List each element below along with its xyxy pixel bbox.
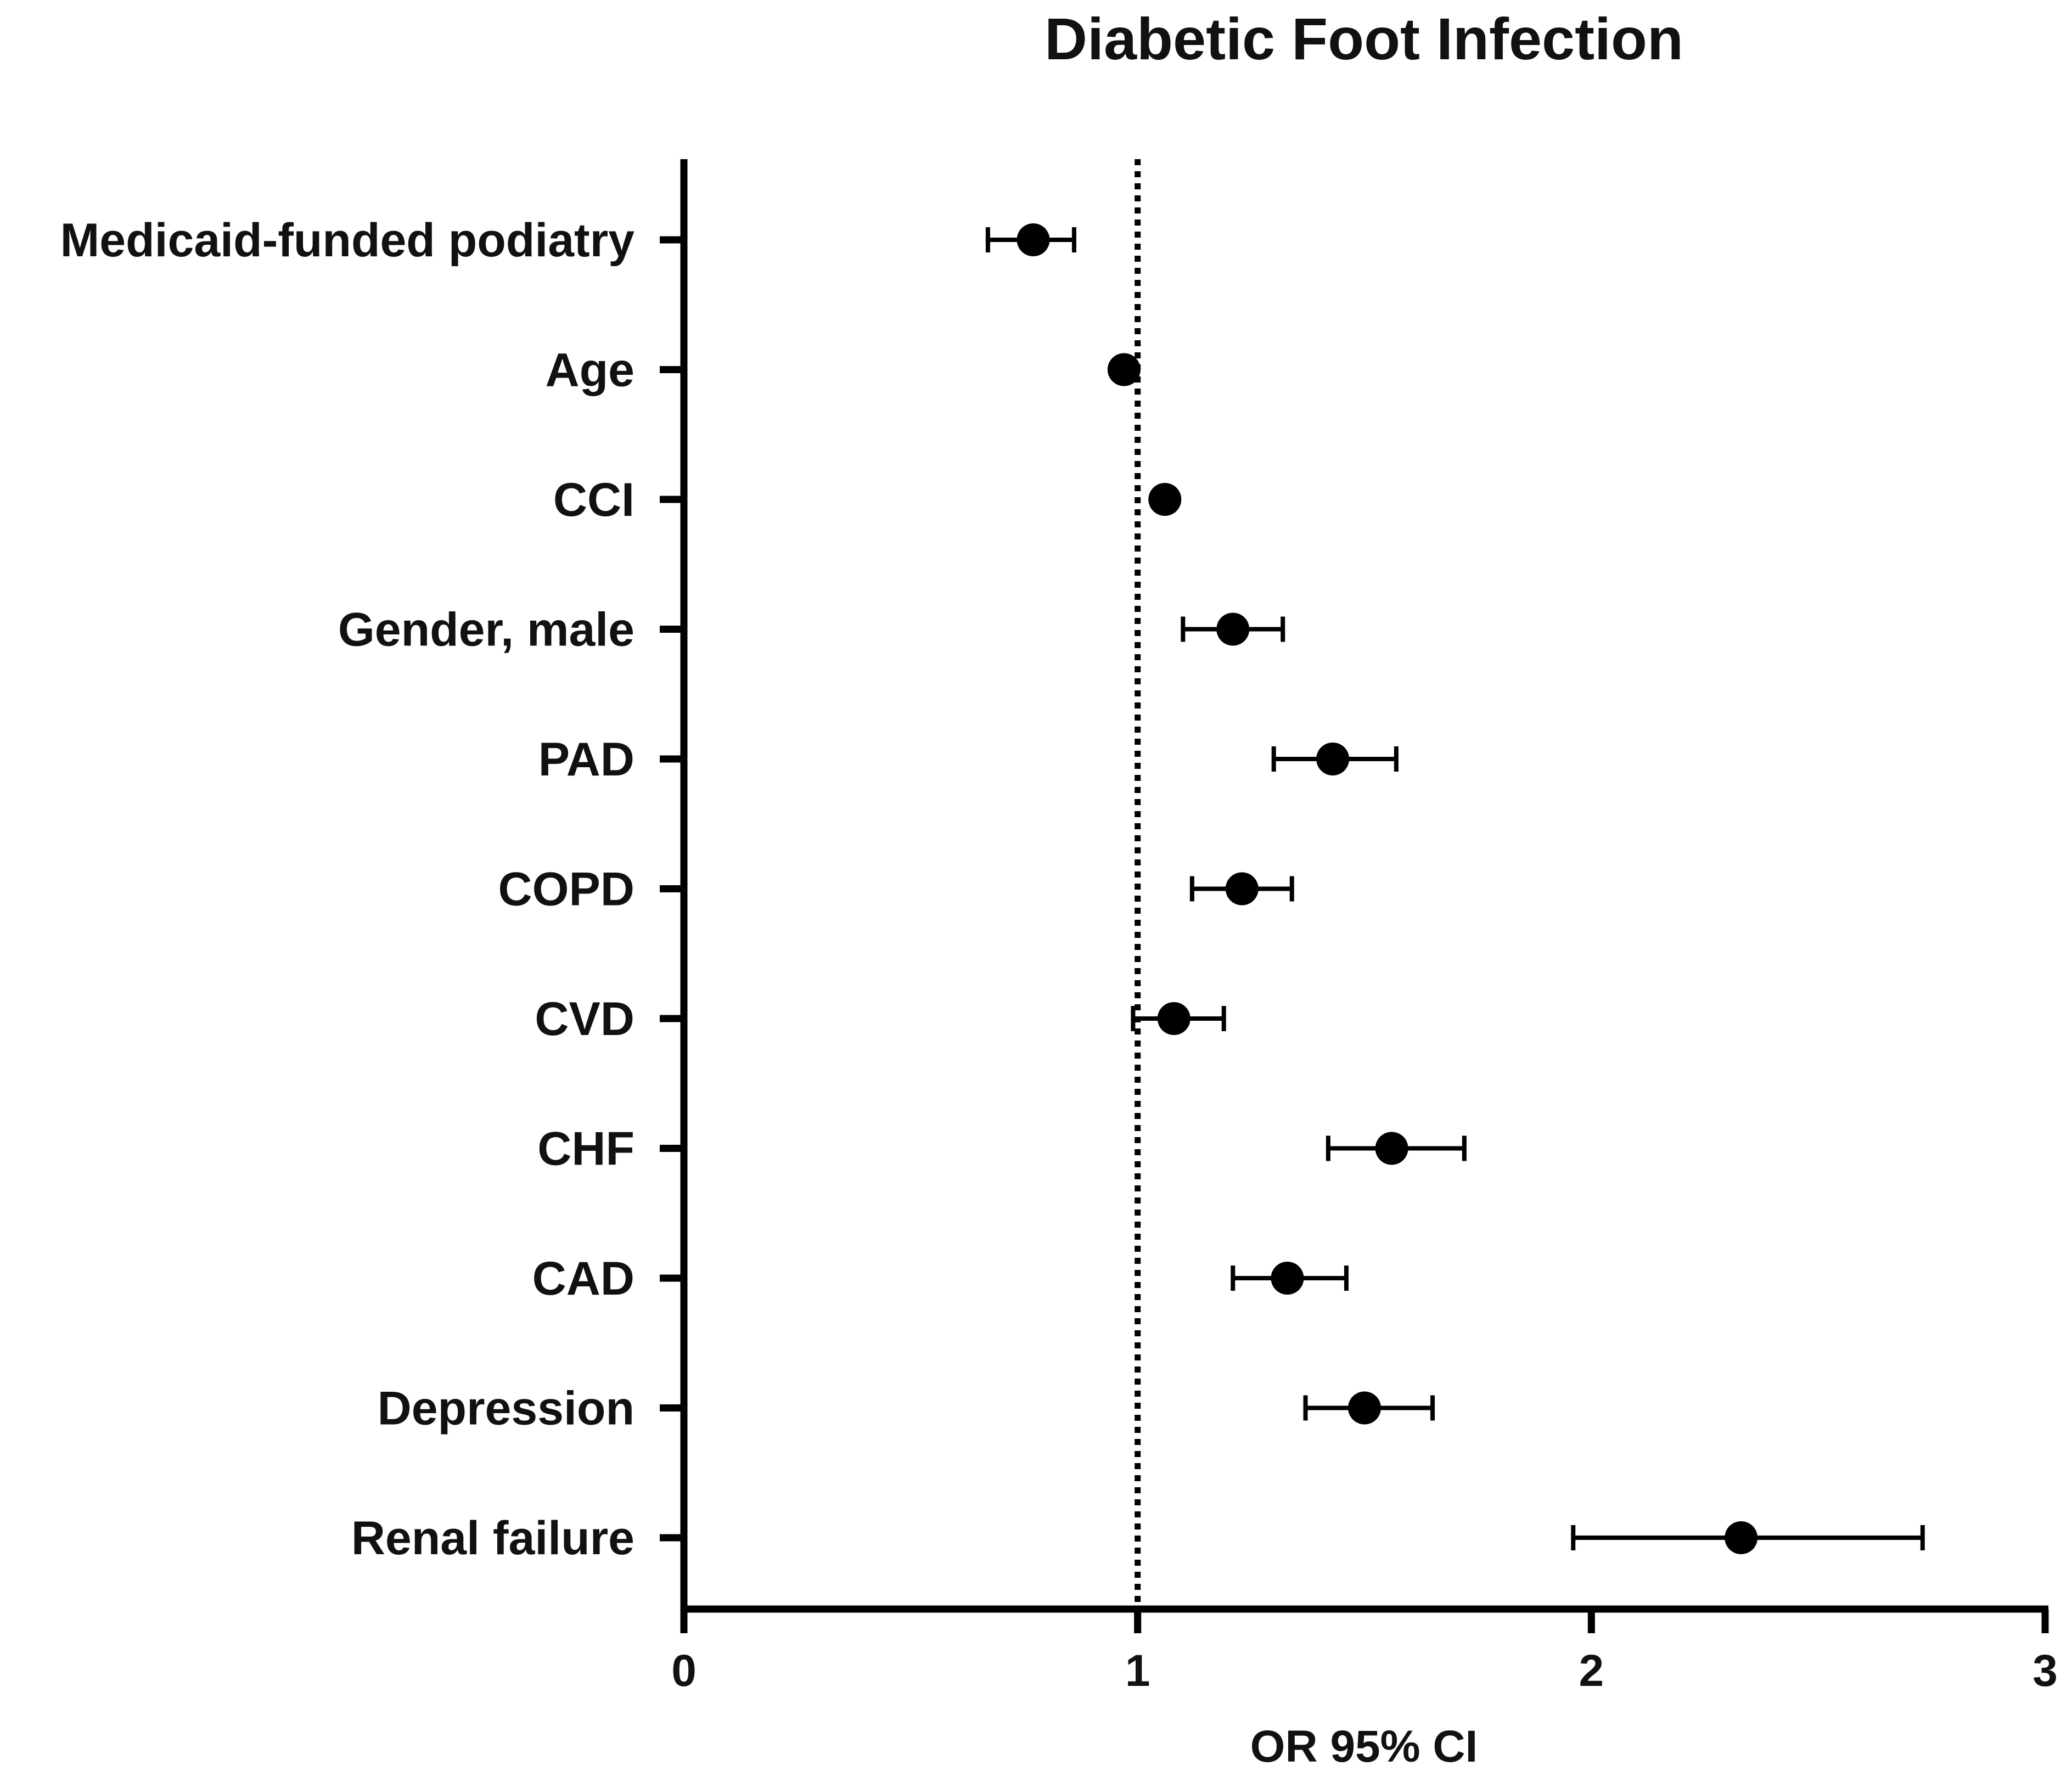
category-label: CVD [535,993,634,1045]
category-label: Renal failure [351,1512,634,1565]
odds-ratio-point [1348,1391,1381,1425]
category-label: Gender, male [338,604,634,656]
category-label: CHF [537,1123,634,1176]
odds-ratio-point [1157,1002,1191,1035]
odds-ratio-point [1725,1521,1758,1554]
category-label: CCI [553,474,634,526]
category-label: Medicaid-funded podiatry [60,214,635,267]
chart-title: Diabetic Foot Infection [1045,5,1683,72]
odds-ratio-point [1148,483,1182,516]
odds-ratio-point [1316,743,1350,775]
category-label: COPD [498,863,634,916]
odds-ratio-point [1271,1262,1304,1295]
odds-ratio-point [1225,872,1259,906]
category-label: Age [546,344,634,397]
x-tick-label: 2 [1579,1646,1604,1696]
odds-ratio-point [1017,223,1050,256]
category-label: PAD [538,733,634,786]
category-label: CAD [532,1252,634,1305]
category-label: Depression [378,1382,634,1435]
x-axis-title: OR 95% CI [1250,1722,1478,1772]
x-tick-label: 0 [671,1646,697,1696]
odds-ratio-point [1216,612,1250,646]
x-tick-label: 3 [2032,1646,2058,1696]
odds-ratio-point [1375,1132,1408,1165]
x-tick-label: 1 [1125,1646,1150,1696]
odds-ratio-point [1107,353,1141,386]
